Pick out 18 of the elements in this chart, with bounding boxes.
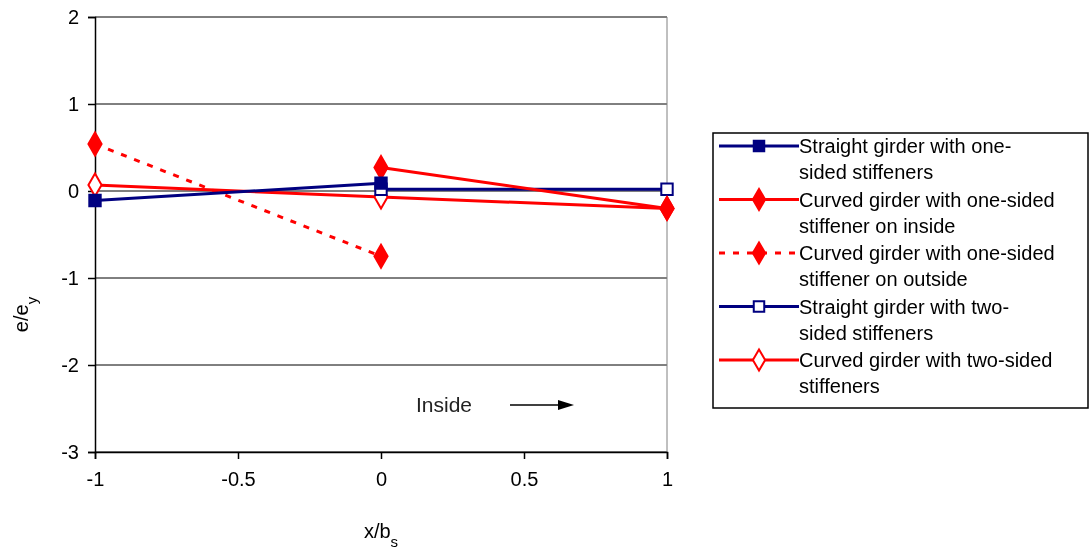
legend-label: Curved girder with two-sided stiffeners xyxy=(799,349,1053,397)
x-tick-label: 0 xyxy=(375,468,388,490)
y-tick-label: 2 xyxy=(67,5,79,28)
legend-label: Curved girder with one-sided stiffener on inside xyxy=(799,188,1055,237)
x-axis-title: x/b$_{s}$ xyxy=(363,520,399,550)
x-tick-label: -1 xyxy=(86,468,105,490)
y-tick-label: 1 xyxy=(67,92,79,115)
annotation: Inside xyxy=(416,393,473,416)
x-tick-label: 1 xyxy=(661,468,674,490)
legend-label: Straight girder with two-sided stiffeners xyxy=(799,295,1010,344)
y-tick-label: -1 xyxy=(61,266,79,289)
legend-label: Straight girder with one-sided stiffeners xyxy=(799,135,1012,183)
legend-label: Curved girder with one-sided stiffener on outside xyxy=(799,242,1055,290)
y-tick-label: -3 xyxy=(61,440,79,463)
x-tick-label: -0.5 xyxy=(221,468,256,490)
x-tick-label: 0.5 xyxy=(510,468,539,490)
y-tick-label: -2 xyxy=(61,353,79,376)
y-tick-label: 0 xyxy=(67,179,79,202)
